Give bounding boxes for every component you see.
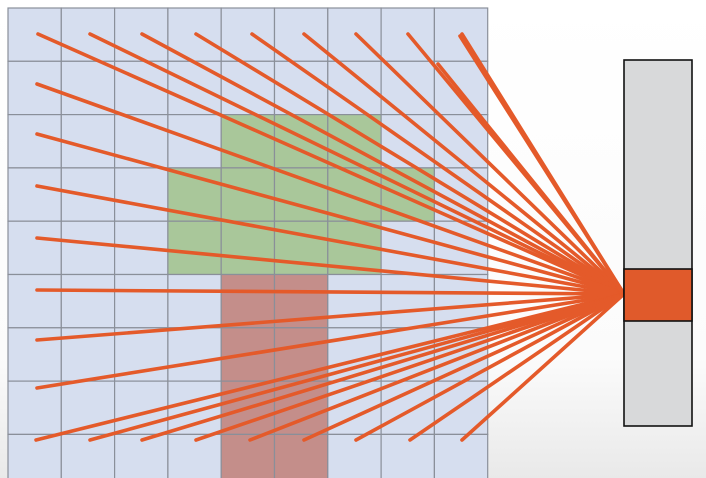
grid-cell xyxy=(7,380,62,436)
grid-cell xyxy=(380,380,436,436)
connection-line xyxy=(302,292,626,442)
connection-line xyxy=(302,32,626,296)
connection-line xyxy=(88,32,626,296)
connection-lines xyxy=(34,32,626,442)
grid-cell xyxy=(167,327,222,382)
grid-cell xyxy=(7,167,62,222)
connection-line xyxy=(88,292,626,442)
grid-cell xyxy=(113,273,169,329)
grid-cell xyxy=(7,220,62,276)
grid-cell xyxy=(167,60,222,116)
grid-cell xyxy=(220,273,276,329)
connection-line xyxy=(436,62,626,296)
grid-cell xyxy=(327,433,382,478)
connection-line xyxy=(408,292,626,442)
connection-line xyxy=(35,292,626,390)
grid-cell xyxy=(60,433,116,478)
connection-line xyxy=(460,292,626,442)
grid-cell xyxy=(7,273,62,329)
grid-cell xyxy=(167,273,222,329)
connection-line xyxy=(354,32,626,296)
grid-cell xyxy=(380,60,436,116)
grid-cell xyxy=(7,327,62,382)
connection-line xyxy=(35,82,626,296)
connection-line xyxy=(194,32,626,296)
connection-line xyxy=(248,292,626,442)
connection-line xyxy=(35,184,626,296)
connection-line xyxy=(34,292,626,442)
grid-cell xyxy=(273,433,329,478)
grid-cell xyxy=(220,433,276,478)
grid-cell xyxy=(220,60,276,116)
grid-cell xyxy=(7,113,62,169)
grid-cell xyxy=(60,7,116,62)
vector-active-cell xyxy=(623,268,693,322)
grid-cell xyxy=(273,327,329,382)
grid-cell xyxy=(433,113,489,169)
connection-line xyxy=(35,288,626,296)
grid-cell xyxy=(273,167,329,222)
connection-line xyxy=(35,132,626,296)
grid-cell xyxy=(220,167,276,222)
grid-cell xyxy=(60,273,116,329)
connection-line xyxy=(140,32,626,296)
grid-cell xyxy=(113,167,169,222)
grid-cell xyxy=(380,273,436,329)
vector-frame xyxy=(623,59,693,427)
grid-cell xyxy=(380,433,436,478)
connection-line xyxy=(250,32,626,296)
grid-cell xyxy=(60,60,116,116)
connection-line xyxy=(36,32,626,296)
grid-cell xyxy=(220,220,276,276)
connection-line xyxy=(35,292,626,342)
grid-cell xyxy=(7,7,62,62)
output-vector xyxy=(623,59,693,427)
connection-line xyxy=(354,292,626,442)
grid-cell xyxy=(60,220,116,276)
grid-cell xyxy=(7,433,62,478)
connection-line xyxy=(194,292,626,442)
connection-line xyxy=(458,34,626,296)
connection-line xyxy=(35,236,626,296)
grid-cell xyxy=(327,273,382,329)
grid-cell xyxy=(167,220,222,276)
connection-line xyxy=(140,292,626,442)
grid-cell xyxy=(433,433,489,478)
